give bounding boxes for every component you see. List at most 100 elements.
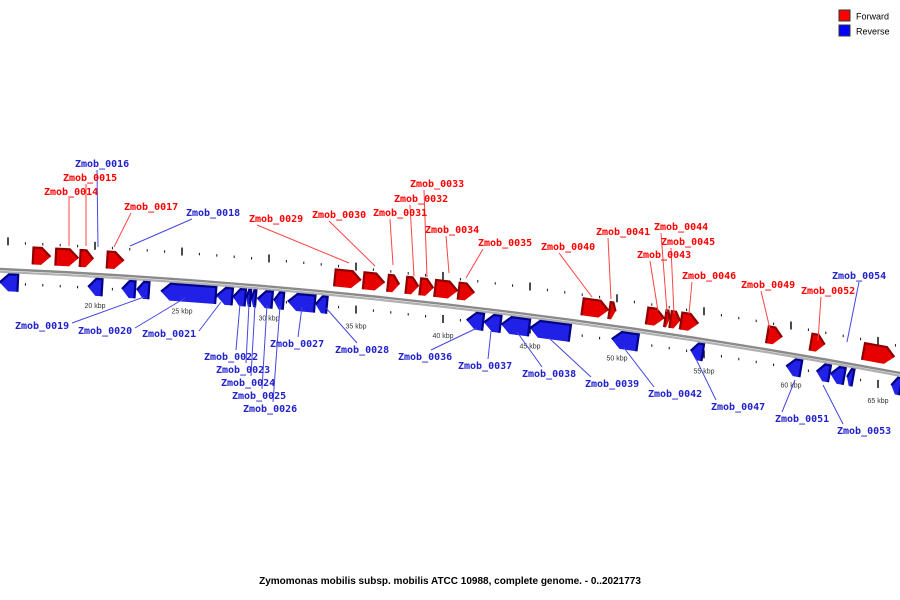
gene-label-Zmob_0038[interactable]: Zmob_0038 <box>522 369 576 380</box>
gene-arrow-Zmob_0027[interactable] <box>287 293 316 313</box>
gene-arrow-Zmob_0015[interactable] <box>79 249 94 268</box>
gene-label-Zmob_0022[interactable]: Zmob_0022 <box>204 352 258 363</box>
gene-label-leader <box>325 307 358 344</box>
ruler-tick-label: 35 kbp <box>345 324 366 331</box>
gene-label-Zmob_0023[interactable]: Zmob_0023 <box>216 365 270 376</box>
gene-label-Zmob_0027[interactable]: Zmob_0027 <box>270 339 324 350</box>
gene-arrow-Zmob_0042[interactable] <box>611 331 639 352</box>
gene-label-Zmob_0017[interactable]: Zmob_0017 <box>124 202 178 213</box>
gene-label-leader <box>245 303 250 364</box>
gene-label-leader <box>423 189 428 278</box>
gene-label-Zmob_0041[interactable]: Zmob_0041 <box>596 227 650 238</box>
gene-arrow[interactable] <box>890 377 900 396</box>
gene-label-Zmob_0042[interactable]: Zmob_0042 <box>648 389 702 400</box>
gene-label-Zmob_0036[interactable]: Zmob_0036 <box>398 352 452 363</box>
gene-label-Zmob_0034[interactable]: Zmob_0034 <box>425 225 479 236</box>
gene-label-Zmob_0044[interactable]: Zmob_0044 <box>654 222 708 233</box>
gene-arrow-Zmob_0019[interactable] <box>136 281 150 300</box>
gene-label-Zmob_0045[interactable]: Zmob_0045 <box>661 237 715 248</box>
gene-arrow-Zmob_0049-bevel <box>764 325 783 344</box>
gene-arrow-Zmob_0016[interactable] <box>88 278 103 297</box>
gene-label-Zmob_0047[interactable]: Zmob_0047 <box>711 402 765 413</box>
gene-arrow-Zmob_0022[interactable] <box>232 289 246 307</box>
gene-label-Zmob_0015[interactable]: Zmob_0015 <box>63 173 117 184</box>
gene-label-Zmob_0033[interactable]: Zmob_0033 <box>410 179 464 190</box>
gene-arrow-Zmob_0047-bevel <box>689 342 706 362</box>
gene-arrow-Zmob_0038[interactable] <box>500 316 531 337</box>
gene-label-leader <box>297 306 303 338</box>
gene-label-Zmob_0026[interactable]: Zmob_0026 <box>243 404 297 415</box>
ruler-tick-label: 25 kbp <box>171 309 192 316</box>
gene-arrow-bevel <box>890 376 900 396</box>
gene-arrow-Zmob_0014[interactable] <box>55 248 79 267</box>
gene-arrow[interactable] <box>32 247 51 266</box>
gene-label-Zmob_0054[interactable]: Zmob_0054 <box>832 271 886 282</box>
gene-label-leader <box>134 297 186 329</box>
gene-label-Zmob_0018[interactable]: Zmob_0018 <box>186 208 240 219</box>
gene-arrow-Zmob_0027-bevel <box>287 292 317 313</box>
gene-arrow-Zmob_0039-bevel <box>529 319 573 342</box>
gene-label-Zmob_0031[interactable]: Zmob_0031 <box>373 208 427 219</box>
gene-arrow-Zmob_0030[interactable] <box>362 272 386 291</box>
gene-arrow-Zmob_0029-bevel <box>332 268 362 287</box>
gene-label-Zmob_0040[interactable]: Zmob_0040 <box>541 242 595 253</box>
gene-label-Zmob_0020[interactable]: Zmob_0020 <box>78 326 132 337</box>
gene-arrow-Zmob_0026[interactable] <box>273 292 285 310</box>
gene-label-Zmob_0051[interactable]: Zmob_0051 <box>775 414 829 425</box>
genome-backbone-shadow <box>0 270 900 377</box>
gene-label-leader <box>430 327 478 351</box>
gene-label-Zmob_0025[interactable]: Zmob_0025 <box>232 391 286 402</box>
gene-arrow-Zmob_0032-bevel <box>404 275 420 294</box>
gene-label-Zmob_0037[interactable]: Zmob_0037 <box>458 361 512 372</box>
gene-arrow[interactable] <box>861 343 896 365</box>
gene-label-Zmob_0052[interactable]: Zmob_0052 <box>801 286 855 297</box>
genome-backbone <box>0 267 900 375</box>
gene-arrow-Zmob_0029[interactable] <box>334 269 362 289</box>
gene-arrow-Zmob_0040[interactable] <box>581 298 609 318</box>
gene-label-Zmob_0014[interactable]: Zmob_0014 <box>44 187 98 198</box>
gene-arrow-Zmob_0030-bevel <box>361 271 386 290</box>
gene-label-Zmob_0032[interactable]: Zmob_0032 <box>394 194 448 205</box>
gene-arrow-Zmob_0039[interactable] <box>529 320 571 342</box>
gene-label-Zmob_0053[interactable]: Zmob_0053 <box>837 426 891 437</box>
gene-arrow[interactable] <box>845 369 855 387</box>
gene-arrow-Zmob_0053-bevel <box>815 363 833 383</box>
gene-label-Zmob_0028[interactable]: Zmob_0028 <box>335 345 389 356</box>
gene-label-Zmob_0049[interactable]: Zmob_0049 <box>741 280 795 291</box>
gene-arrow-Zmob_0049[interactable] <box>765 326 783 345</box>
gene-label-leader <box>445 235 450 274</box>
ruler-tick-label: 30 kbp <box>258 315 279 322</box>
gene-arrow-Zmob_0017[interactable] <box>106 251 125 270</box>
gene-label-Zmob_0030[interactable]: Zmob_0030 <box>312 210 366 221</box>
gene-label-Zmob_0035[interactable]: Zmob_0035 <box>478 238 532 249</box>
gene-label-Zmob_0029[interactable]: Zmob_0029 <box>249 214 303 225</box>
gene-arrow-Zmob_0033[interactable] <box>419 278 434 296</box>
gene-arrow-Zmob_0021-bevel <box>215 286 235 306</box>
gene-label-Zmob_0016[interactable]: Zmob_0016 <box>75 159 129 170</box>
ruler-tick-label: 60 kbp <box>780 382 801 389</box>
gene-label-Zmob_0043[interactable]: Zmob_0043 <box>637 250 691 261</box>
gene-label-leader <box>649 260 659 312</box>
gene-label-Zmob_0019[interactable]: Zmob_0019 <box>15 321 69 332</box>
gene-label-Zmob_0024[interactable]: Zmob_0024 <box>221 378 275 389</box>
gene-arrow-Zmob_0028[interactable] <box>315 296 328 314</box>
gene-arrow-Zmob_0020[interactable] <box>160 283 217 305</box>
gene-arrow-Zmob_0052[interactable] <box>809 333 827 353</box>
gene-label-Zmob_0039[interactable]: Zmob_0039 <box>585 379 639 390</box>
ruler-tick-label: 20 kbp <box>84 303 105 310</box>
gene-label-Zmob_0021[interactable]: Zmob_0021 <box>142 329 196 340</box>
ruler-tick-label: 55 kbp <box>693 368 714 375</box>
gene-arrow-Zmob_0032[interactable] <box>405 276 419 295</box>
gene-label-leader <box>487 330 492 360</box>
gene-label-leader <box>235 303 241 351</box>
gene-label-Zmob_0046[interactable]: Zmob_0046 <box>682 271 736 282</box>
gene-arrow-Zmob_0034[interactable] <box>434 280 458 299</box>
gene-arrow-Zmob_0031[interactable] <box>387 274 400 293</box>
gene-arrow-Zmob_0018[interactable] <box>121 280 136 299</box>
gene-arrow-Zmob_0043[interactable] <box>645 307 666 327</box>
gene-label-leader <box>623 347 655 388</box>
gene-arrow-Zmob_0035[interactable] <box>457 282 476 302</box>
gene-arrow[interactable] <box>0 274 19 292</box>
gene-arrow-Zmob_0046[interactable] <box>679 312 700 332</box>
gene-arrow-Zmob_0052-bevel <box>808 332 826 351</box>
